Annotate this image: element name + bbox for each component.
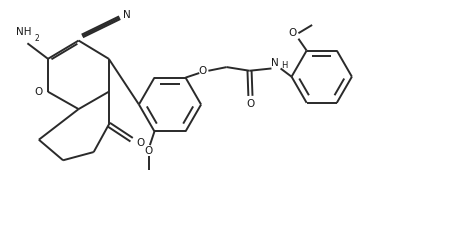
Text: 2: 2 <box>34 34 39 43</box>
Text: O: O <box>246 99 255 109</box>
Text: N: N <box>123 10 130 20</box>
Text: H: H <box>282 61 288 70</box>
Text: O: O <box>35 87 43 97</box>
Text: O: O <box>199 66 207 76</box>
Text: O: O <box>137 138 145 148</box>
Text: O: O <box>289 28 297 38</box>
Text: O: O <box>145 146 153 156</box>
Text: N: N <box>271 58 279 68</box>
Text: NH: NH <box>16 27 32 37</box>
